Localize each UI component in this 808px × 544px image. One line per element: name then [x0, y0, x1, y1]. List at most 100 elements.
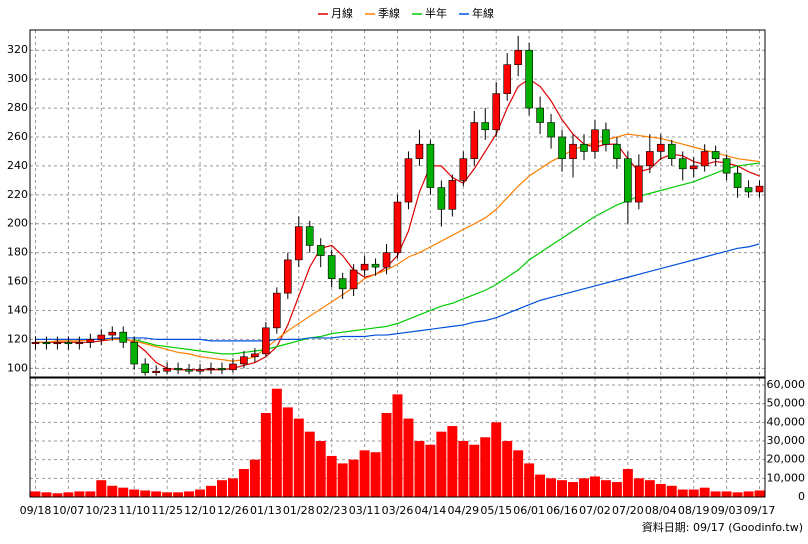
candle-body — [678, 158, 687, 170]
legend-label: 月線 — [331, 6, 353, 20]
volume-bar — [304, 431, 315, 497]
candle-body — [646, 151, 654, 167]
candle-body — [294, 226, 303, 261]
legend-label: 季線 — [378, 6, 400, 20]
volume-bar — [392, 394, 403, 497]
volume-bar — [589, 476, 600, 497]
volume-bar — [688, 489, 699, 497]
y-tick-label: 240 — [7, 159, 28, 172]
volume-bar — [754, 490, 765, 497]
volume-bar — [271, 388, 282, 497]
legend-label: 半年 — [425, 6, 447, 20]
candle-body — [218, 368, 226, 371]
x-tick-label: 05/15 — [480, 504, 512, 517]
candle-body — [262, 327, 270, 355]
candle-body — [31, 341, 40, 345]
volume-bar — [348, 459, 359, 497]
volume-bar — [63, 492, 74, 497]
x-tick-label: 11/10 — [118, 504, 150, 517]
volume-bar — [293, 418, 304, 497]
x-tick-label: 10/23 — [85, 504, 117, 517]
candle-body — [426, 143, 435, 188]
volume-bar — [633, 478, 644, 497]
y-tick-label: 200 — [7, 217, 28, 230]
x-tick-label: 11/25 — [151, 504, 183, 517]
ma-line — [35, 243, 760, 342]
candle-body — [755, 185, 764, 193]
y-tick-label: 100 — [7, 361, 28, 374]
volume-bar — [52, 493, 63, 497]
x-tick-label: 06/16 — [546, 504, 578, 517]
candle-body — [305, 226, 314, 246]
candle-body — [349, 269, 358, 290]
volume-bar — [206, 485, 216, 497]
volume-plot-border — [29, 377, 766, 498]
candle-body — [97, 334, 106, 340]
volume-bar — [118, 487, 129, 497]
volume-bar — [74, 491, 85, 497]
volume-tick-label: 30,000 — [767, 434, 806, 447]
volume-bar — [699, 487, 710, 497]
candle-body — [448, 180, 457, 210]
volume-bar — [249, 459, 260, 497]
volume-bar — [502, 441, 513, 497]
volume-bar — [41, 492, 52, 497]
x-tick-label: 02/23 — [316, 504, 348, 517]
volume-bar — [622, 469, 633, 497]
volume-bar — [546, 478, 557, 497]
candle-body — [53, 341, 62, 345]
candle-body — [580, 143, 588, 152]
volume-bar — [173, 492, 184, 497]
volume-bar — [140, 490, 151, 497]
candle-body — [470, 122, 479, 159]
volume-bar — [425, 444, 436, 497]
candle-body — [689, 165, 698, 170]
volume-bar — [710, 491, 721, 497]
candle-body — [338, 278, 347, 290]
candle-body — [251, 353, 259, 358]
candle-body — [635, 165, 643, 203]
candle-body — [591, 129, 599, 152]
candle-body — [360, 263, 369, 271]
volume-bar — [403, 418, 414, 497]
volume-bar — [666, 485, 677, 497]
volume-bar — [732, 492, 743, 497]
x-tick-label: 04/14 — [415, 504, 447, 517]
volume-tick-label: 20,000 — [767, 453, 806, 466]
ma-line — [35, 133, 760, 362]
y-tick-label: 260 — [7, 130, 28, 143]
volume-bar — [480, 437, 491, 497]
candle-body — [174, 368, 182, 371]
volume-bar — [184, 491, 195, 497]
volume-bar — [513, 450, 524, 497]
volume-bar — [162, 492, 173, 497]
volume-bar — [315, 441, 326, 497]
candle-body — [656, 143, 665, 152]
candle-body — [700, 151, 709, 167]
volume-bar — [524, 463, 535, 497]
candle-body — [108, 331, 117, 336]
candle-body — [163, 368, 171, 372]
candle-body — [75, 341, 84, 345]
volume-bar — [491, 422, 502, 497]
candle-body — [536, 107, 544, 123]
candle-body — [415, 143, 424, 159]
volume-bar — [282, 407, 293, 497]
candle-body — [196, 369, 204, 372]
volume-bar — [238, 469, 249, 497]
volume-bar — [195, 489, 206, 497]
x-tick-label: 06/01 — [513, 504, 545, 517]
volume-bar — [414, 441, 425, 497]
y-tick-label: 180 — [7, 246, 28, 259]
candle-body — [722, 158, 731, 174]
x-tick-label: 03/26 — [382, 504, 414, 517]
candle-body — [42, 341, 51, 345]
candle-body — [503, 64, 512, 94]
legend-label: 年線 — [472, 6, 494, 20]
volume-bar — [227, 478, 238, 497]
x-tick-label: 09/03 — [711, 504, 743, 517]
candle-body — [86, 339, 95, 343]
candle-body — [185, 369, 193, 372]
